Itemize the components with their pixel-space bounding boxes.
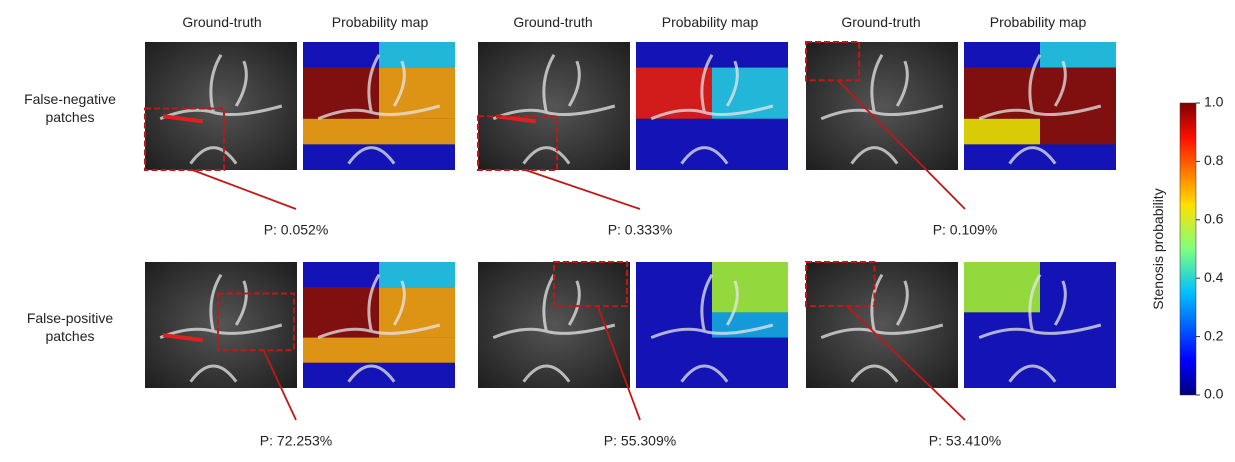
probability-block	[303, 119, 455, 145]
p-value: P: 55.309%	[604, 433, 676, 449]
row-label-line: False-negative	[24, 91, 116, 107]
colorbar-tick-label: 0.0	[1204, 386, 1224, 402]
probability-block	[964, 68, 1116, 119]
probability-block	[1040, 42, 1116, 68]
row-label: False-negative patches	[24, 91, 116, 125]
probability-block	[303, 42, 379, 68]
colorbar-tick-label: 0.2	[1204, 327, 1224, 343]
column-header: Ground-truth	[513, 14, 592, 30]
column-header: Probability map	[332, 14, 429, 30]
colorbar-tick-label: 0.4	[1204, 269, 1224, 285]
p-value: P: 0.109%	[933, 222, 998, 238]
leader-line	[192, 170, 296, 209]
row-label-line: patches	[45, 328, 94, 344]
probability-block	[636, 338, 788, 388]
column-header: Probability map	[662, 14, 759, 30]
probability-block	[712, 262, 788, 312]
probability-block	[379, 262, 455, 287]
probability-block	[303, 262, 379, 287]
p-value: P: 72.253%	[260, 433, 332, 449]
column-header: Probability map	[990, 14, 1087, 30]
colorbar	[1180, 103, 1196, 395]
column-header: Ground-truth	[841, 14, 920, 30]
row-label-line: False-positive	[27, 310, 114, 326]
p-value: P: 0.052%	[264, 222, 329, 238]
row-label: False-positive patches	[27, 310, 114, 344]
leader-line	[525, 170, 640, 209]
row-label-line: patches	[45, 109, 94, 125]
column-header: Ground-truth	[182, 14, 261, 30]
figure: Stenosis probability Ground-truth Probabi…	[0, 0, 1235, 457]
probability-block	[964, 42, 1040, 68]
probability-block	[379, 42, 455, 68]
probability-block	[303, 338, 455, 363]
colorbar-label: Stenosis probability	[1150, 188, 1166, 309]
probability-block	[964, 119, 1040, 145]
probability-block	[964, 262, 1040, 312]
probability-block	[1040, 262, 1116, 312]
colorbar-tick-label: 0.8	[1204, 152, 1224, 168]
colorbar-tick-label: 1.0	[1204, 94, 1224, 110]
probability-block	[636, 119, 788, 170]
probability-block	[636, 42, 788, 68]
probability-block	[964, 312, 1116, 388]
colorbar-tick-label: 0.6	[1204, 211, 1224, 227]
p-value: P: 53.410%	[929, 433, 1001, 449]
probability-block	[636, 262, 712, 312]
p-value: P: 0.333%	[608, 222, 673, 238]
probability-block	[1040, 119, 1116, 145]
